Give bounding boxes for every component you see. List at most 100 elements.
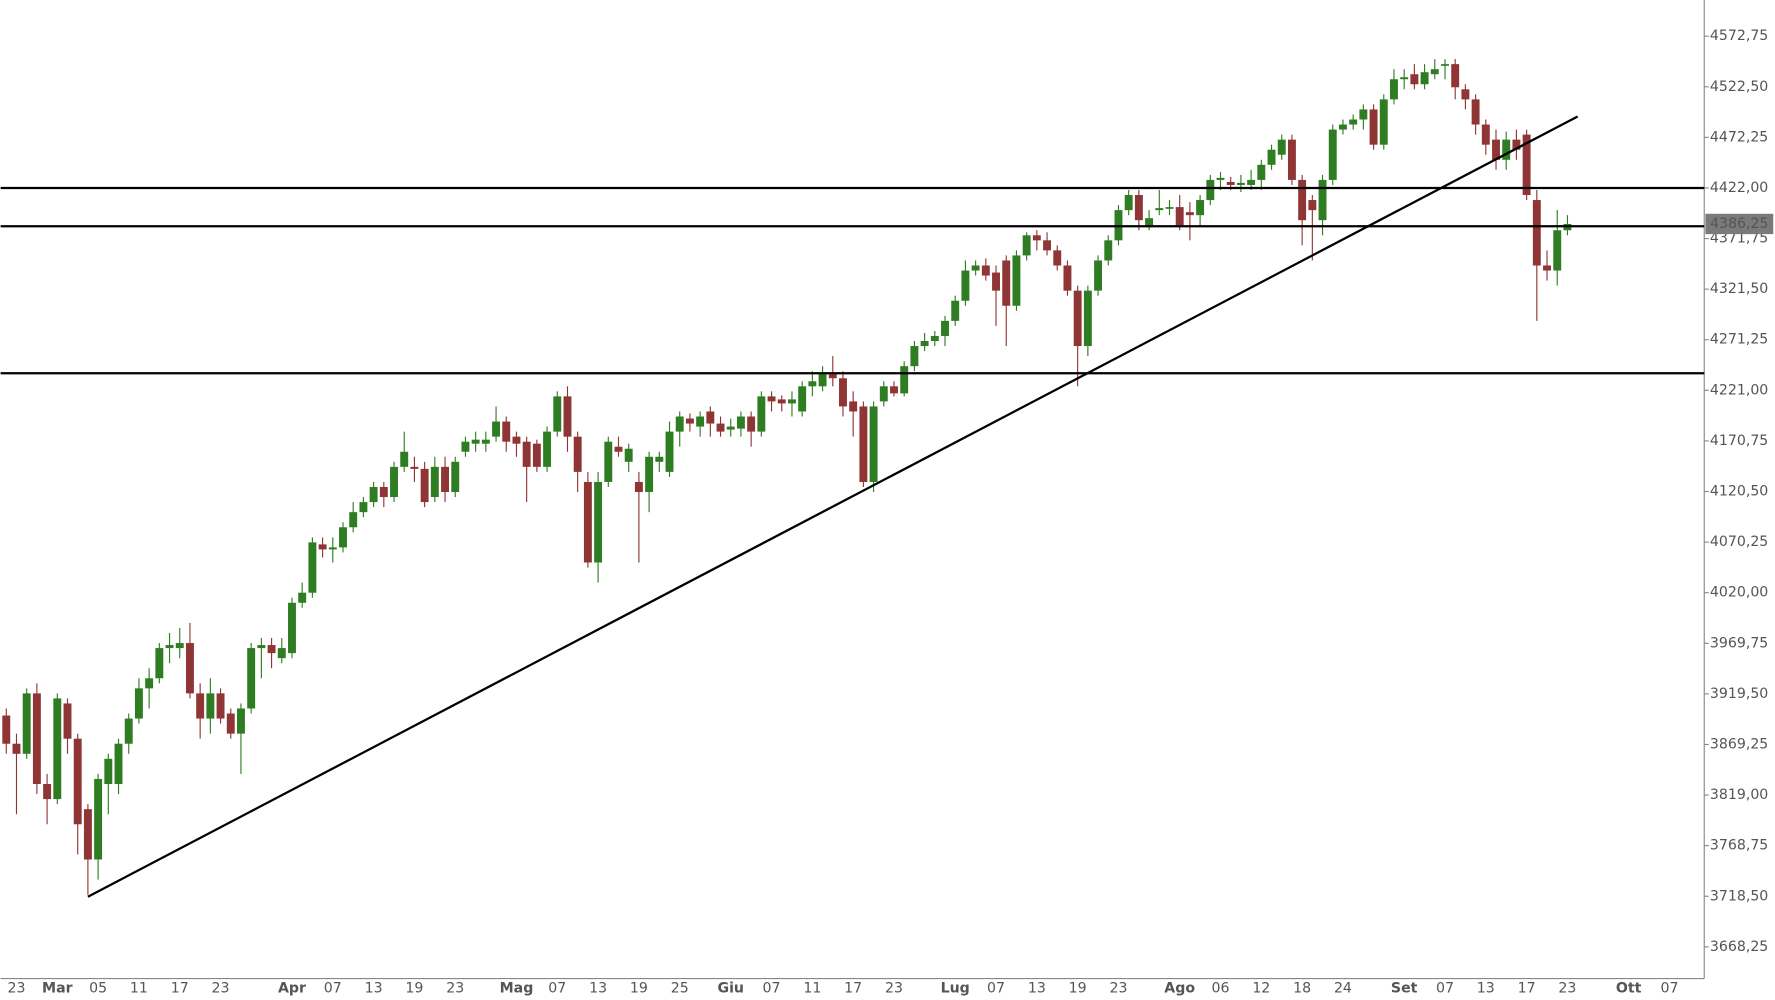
candle-body [420,468,429,503]
x-tick-label: Ago [1164,981,1195,997]
candle-body [1492,139,1500,160]
candle-body [1175,207,1184,226]
x-tick-label: 18 [1293,981,1311,997]
candle-body [1196,200,1205,216]
candle-body [369,486,378,503]
candle-body [257,645,266,649]
x-tick-label: 24 [1334,981,1352,997]
x-tick-label: 23 [446,981,464,997]
candle-body [1420,72,1429,85]
x-tick-label: 13 [1477,981,1495,997]
candle-body [839,378,847,407]
candle-body [1104,240,1113,261]
x-tick-label: 23 [7,981,25,997]
candle-body [73,738,82,825]
y-tick-label: 3668,25 [1710,939,1768,955]
candle-body [390,466,398,498]
candle-body [726,426,735,430]
candle-body [1063,265,1072,291]
x-tick-label: 17 [1518,981,1536,997]
candle-body [1512,139,1521,150]
candle-body [328,547,337,550]
candle-body [471,439,480,444]
candle-body [247,648,256,709]
x-tick-label: 07 [987,981,1005,997]
candle-body [1002,260,1011,306]
candle-body [573,436,582,472]
candle-body [410,466,419,469]
x-tick-label: 17 [844,981,862,997]
candle-body [83,809,92,860]
candle-body [185,643,194,694]
candle-body [920,341,929,347]
candle-body [492,421,501,437]
candle-body [665,431,674,472]
candle-body [1083,290,1092,347]
candle-body [532,443,541,467]
candle-body [94,778,103,860]
candle-body [1318,179,1327,221]
candle-body [359,502,368,513]
candle-body [22,693,31,754]
candle-body [777,399,786,404]
candle-body [1165,207,1174,209]
candle-body [1032,235,1041,241]
candle-body [43,783,52,800]
candle-body [226,713,235,734]
candle-body [1247,179,1256,185]
candle-body [859,406,868,482]
x-tick-label: Giu [717,981,744,997]
candle-body [175,643,184,649]
candle-body [379,486,388,498]
candle-body [604,441,613,482]
candle-body [828,374,837,379]
candle-body [104,758,113,784]
candle-body [1543,265,1551,271]
candle-body [675,416,684,432]
x-tick-label: 07 [1660,981,1678,997]
y-tick-label: 4170,75 [1710,433,1768,449]
x-tick-label: 13 [589,981,607,997]
candle-body [1369,109,1378,145]
candle-body [1359,109,1368,120]
x-tick-label: 12 [1252,981,1270,997]
candle-body [339,527,347,548]
candle-body [930,335,939,342]
candle-body [2,715,11,744]
candle-body [716,423,725,432]
candle-body [216,693,225,719]
candle-body [594,481,603,563]
x-tick-label: 07 [548,981,566,997]
candle-body [502,421,511,442]
candle-body [951,300,960,321]
candle-body [155,648,164,679]
candle-body [543,431,552,467]
last-price-label: 4386,25 [1710,216,1768,232]
candle-body [869,406,878,482]
candle-body [1410,74,1419,85]
x-tick-label: 23 [1558,981,1576,997]
candle-body [1155,208,1164,211]
candle-body [1277,139,1286,155]
x-tick-label: 06 [1212,981,1230,997]
candle-body [1073,290,1082,347]
candle-body [1451,64,1460,88]
candle-body [512,436,521,444]
x-tick-label: 13 [1028,981,1046,997]
candle-body [563,396,572,437]
candle-body [1145,218,1154,226]
candle-body [685,418,694,424]
x-tick-label: Apr [278,981,306,997]
y-tick-label: 4472,25 [1710,129,1768,145]
candle-body [145,678,154,689]
candle-body [1390,79,1398,100]
y-tick-label: 4221,00 [1710,382,1768,398]
candle-body [767,396,776,402]
candle-body [1134,195,1143,221]
candle-body [1053,250,1062,266]
candle-body [747,416,756,432]
y-tick-label: 4371,75 [1710,231,1768,247]
candle-body [1267,149,1276,165]
candle-body [992,272,1000,291]
candle-body [624,448,633,462]
